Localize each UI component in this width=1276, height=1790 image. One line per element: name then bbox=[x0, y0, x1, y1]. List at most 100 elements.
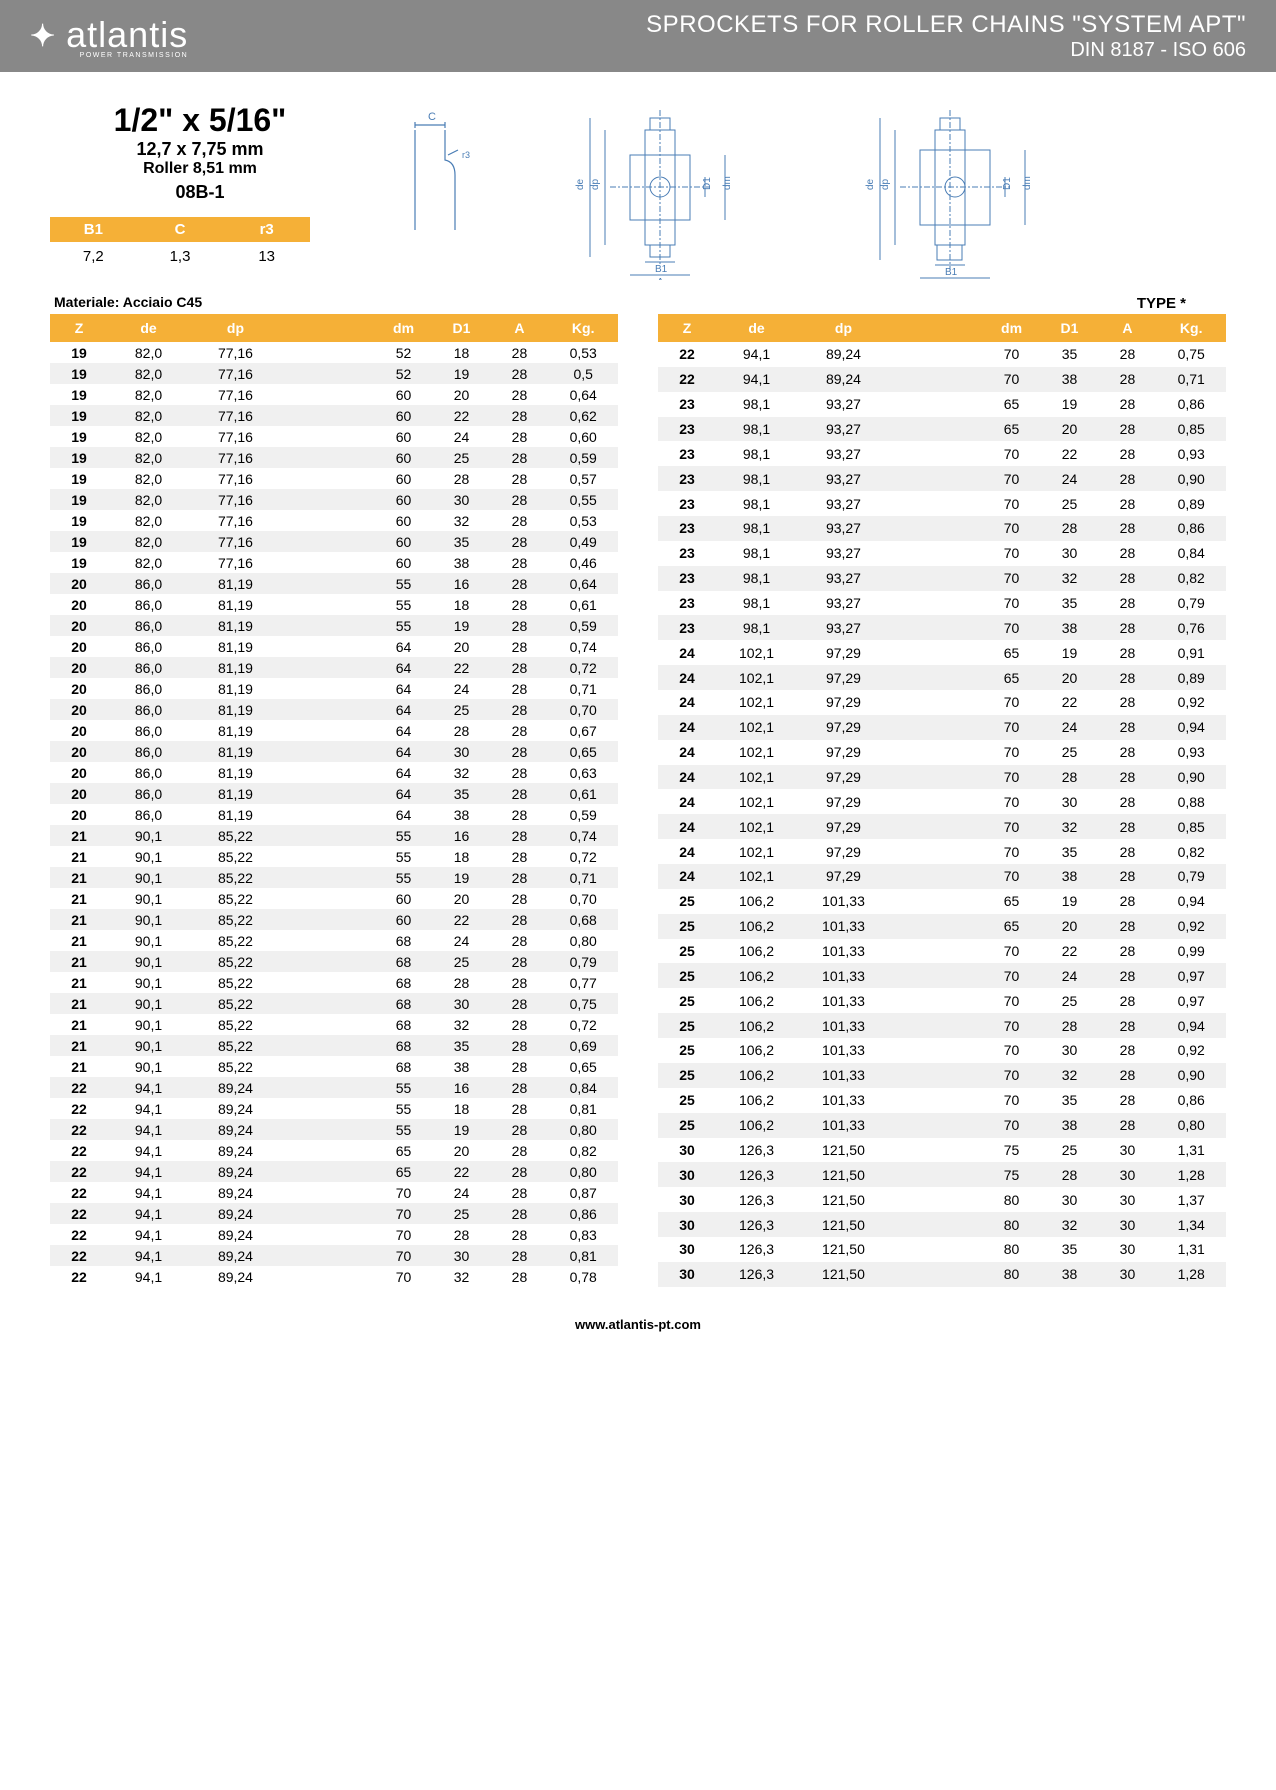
table-cell bbox=[890, 839, 983, 864]
table-cell bbox=[890, 615, 983, 640]
table-cell: 93,27 bbox=[797, 541, 890, 566]
table-cell: 77,16 bbox=[189, 531, 282, 552]
table-row: 2086,081,195518280,61 bbox=[50, 594, 618, 615]
table-cell: 28 bbox=[490, 1140, 548, 1161]
table-cell: 0,72 bbox=[548, 657, 618, 678]
table-cell: 70 bbox=[375, 1245, 433, 1266]
table-cell: 28 bbox=[1098, 665, 1156, 690]
table-cell: 126,3 bbox=[716, 1187, 797, 1212]
table-cell: 81,19 bbox=[189, 804, 282, 825]
table-cell: 19 bbox=[50, 342, 108, 363]
table-cell bbox=[890, 665, 983, 690]
table-cell: 60 bbox=[375, 531, 433, 552]
table-cell: 35 bbox=[433, 531, 491, 552]
table-cell: 0,65 bbox=[548, 1056, 618, 1077]
table-cell: 86,0 bbox=[108, 615, 189, 636]
table-cell bbox=[282, 762, 375, 783]
tables-row: Z de dp dm D1 A Kg. 1982,077,165218280,5… bbox=[50, 314, 1226, 1287]
table-cell: 18 bbox=[433, 594, 491, 615]
table-cell: 19 bbox=[433, 867, 491, 888]
th-gap bbox=[282, 314, 375, 342]
table-cell: 28 bbox=[490, 909, 548, 930]
params-table: B1 C r3 7,2 1,3 13 bbox=[50, 217, 310, 269]
table-cell bbox=[890, 417, 983, 442]
table-cell: 101,33 bbox=[797, 1013, 890, 1038]
table-cell: 30 bbox=[658, 1187, 716, 1212]
table-cell: 82,0 bbox=[108, 363, 189, 384]
table-cell: 28 bbox=[1098, 541, 1156, 566]
table-cell: 20 bbox=[433, 636, 491, 657]
table-cell: 19 bbox=[50, 405, 108, 426]
table-cell: 0,90 bbox=[1156, 466, 1226, 491]
table-cell: 70 bbox=[983, 516, 1041, 541]
svg-text:dm: dm bbox=[722, 176, 733, 190]
table-cell: 28 bbox=[490, 930, 548, 951]
table-cell: 28 bbox=[490, 867, 548, 888]
table-cell: 52 bbox=[375, 363, 433, 384]
table-cell: 0,46 bbox=[548, 552, 618, 573]
table-cell: 90,1 bbox=[108, 972, 189, 993]
table-cell: 0,59 bbox=[548, 804, 618, 825]
table-row: 2398,193,277025280,89 bbox=[658, 491, 1226, 516]
table-cell: 82,0 bbox=[108, 531, 189, 552]
table-cell: 28 bbox=[1098, 417, 1156, 442]
table-cell: 38 bbox=[433, 1056, 491, 1077]
table-cell: 102,1 bbox=[716, 665, 797, 690]
table-cell: 30 bbox=[433, 993, 491, 1014]
table-cell: 16 bbox=[433, 825, 491, 846]
table-cell: 126,3 bbox=[716, 1162, 797, 1187]
table-cell: 23 bbox=[658, 491, 716, 516]
table-cell: 32 bbox=[433, 510, 491, 531]
table-cell: 64 bbox=[375, 720, 433, 741]
table-cell: 32 bbox=[433, 1014, 491, 1035]
table-cell: 19 bbox=[1041, 889, 1099, 914]
table-cell: 121,50 bbox=[797, 1237, 890, 1262]
table-row: 25106,2101,337030280,92 bbox=[658, 1038, 1226, 1063]
table-cell: 38 bbox=[1041, 1113, 1099, 1138]
table-cell bbox=[282, 741, 375, 762]
table-cell: 38 bbox=[433, 552, 491, 573]
svg-text:de: de bbox=[575, 178, 586, 190]
table-cell: 106,2 bbox=[716, 1013, 797, 1038]
table-cell: 70 bbox=[375, 1266, 433, 1287]
table-cell: 21 bbox=[50, 993, 108, 1014]
table-cell: 64 bbox=[375, 741, 433, 762]
table-cell: 98,1 bbox=[716, 441, 797, 466]
table-cell: 22 bbox=[1041, 441, 1099, 466]
table-cell: 70 bbox=[375, 1224, 433, 1245]
th-dp: dp bbox=[797, 314, 890, 342]
table-cell: 28 bbox=[1098, 914, 1156, 939]
table-cell: 0,81 bbox=[548, 1245, 618, 1266]
table-cell: 1,34 bbox=[1156, 1212, 1226, 1237]
table-cell: 0,64 bbox=[548, 573, 618, 594]
table-cell: 70 bbox=[983, 864, 1041, 889]
table-cell: 70 bbox=[983, 441, 1041, 466]
table-row: 2190,185,226828280,77 bbox=[50, 972, 618, 993]
param-val-r3: 13 bbox=[223, 242, 310, 269]
table-row: 25106,2101,336520280,92 bbox=[658, 914, 1226, 939]
table-cell: 55 bbox=[375, 594, 433, 615]
table-cell: 98,1 bbox=[716, 417, 797, 442]
th-de: de bbox=[716, 314, 797, 342]
table-cell: 93,27 bbox=[797, 441, 890, 466]
table-row: 25106,2101,337032280,90 bbox=[658, 1063, 1226, 1088]
param-head-r3: r3 bbox=[223, 217, 310, 242]
table-cell: 23 bbox=[658, 441, 716, 466]
table-cell: 1,28 bbox=[1156, 1162, 1226, 1187]
table-row: 2398,193,276520280,85 bbox=[658, 417, 1226, 442]
table-cell: 102,1 bbox=[716, 765, 797, 790]
spec-size-imperial: 1/2" x 5/16" bbox=[50, 102, 350, 139]
table-cell: 81,19 bbox=[189, 741, 282, 762]
table-cell: 19 bbox=[50, 384, 108, 405]
table-row: 2294,189,247032280,78 bbox=[50, 1266, 618, 1287]
table-cell: 80 bbox=[983, 1187, 1041, 1212]
table-cell: 90,1 bbox=[108, 1056, 189, 1077]
table-row: 2190,185,226020280,70 bbox=[50, 888, 618, 909]
table-row: 2086,081,196432280,63 bbox=[50, 762, 618, 783]
table-cell: 20 bbox=[50, 720, 108, 741]
param-val-c: 1,3 bbox=[137, 242, 224, 269]
table-cell bbox=[890, 914, 983, 939]
table-cell: 32 bbox=[433, 762, 491, 783]
table-cell: 121,50 bbox=[797, 1262, 890, 1287]
table-cell: 101,33 bbox=[797, 939, 890, 964]
